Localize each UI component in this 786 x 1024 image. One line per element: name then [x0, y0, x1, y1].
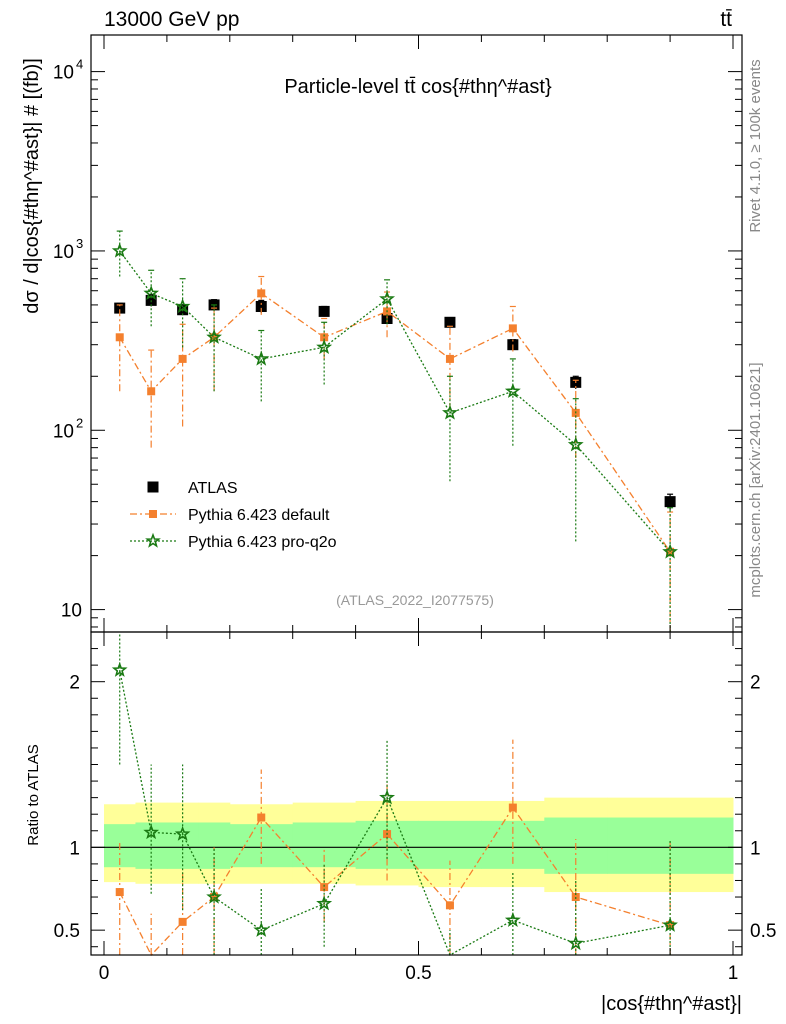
- ratio-tick-label-left: 0.5: [54, 921, 80, 942]
- data-point: [664, 496, 676, 508]
- ratio-point: [445, 901, 454, 910]
- data-point: [318, 305, 330, 317]
- data-point: [255, 300, 267, 312]
- source-label: mcplots.cern.ch [arXiv:2401.10621]: [747, 362, 764, 597]
- x-axis-title: |cos{#thη^#ast}|: [601, 993, 742, 1015]
- data-point: [253, 350, 270, 366]
- data-point: [504, 383, 521, 398]
- data-point: [174, 298, 191, 314]
- ratio-axis-title: Ratio to ATLAS: [25, 744, 42, 845]
- ratio-line: [119, 669, 671, 956]
- data-point: [444, 316, 456, 328]
- chart-title: Particle-level tt̄ cos{#thη^#ast}: [284, 76, 552, 98]
- y-axis-title: dσ / d|cos{#thη^#ast}| # [(fb)]: [21, 58, 43, 314]
- ratio-point: [316, 895, 333, 911]
- legend-label: Pythia 6.423 pro-q2o: [188, 534, 337, 551]
- legend-label: ATLAS: [188, 480, 238, 497]
- y-tick-label: 10: [53, 63, 74, 84]
- ratio-point: [504, 911, 521, 928]
- ratio-point: [143, 824, 160, 840]
- x-tick-label: 0.5: [405, 963, 431, 984]
- data-point: [320, 333, 329, 342]
- ratio-point: [320, 883, 329, 892]
- data-point: [178, 354, 187, 363]
- ratio-point: [115, 888, 124, 897]
- data-point: [111, 242, 128, 258]
- ratio-tick-label-left: 1: [69, 838, 80, 859]
- data-point: [257, 289, 266, 298]
- data-point: [114, 302, 126, 314]
- ratio-point: [253, 921, 270, 937]
- data-point: [445, 354, 454, 363]
- legend-label: Pythia 6.423 default: [188, 507, 330, 524]
- series-pythia-6-423-pro-q2o: [111, 230, 678, 632]
- data-point: [316, 338, 333, 355]
- ratio-tick-label-left: 2: [69, 673, 80, 694]
- legend-marker: [147, 481, 159, 493]
- ratio-panel-frame: [90, 631, 743, 956]
- ratio-point: [206, 888, 222, 904]
- legend-marker: [145, 532, 161, 548]
- legend-entry: Pythia 6.423 default: [130, 507, 330, 524]
- ratio-point: [257, 813, 266, 822]
- series-pythia-6-423-default: [115, 275, 675, 632]
- ratio-point: [508, 803, 517, 812]
- energy-label: 13000 GeV pp: [104, 8, 239, 31]
- legend-entry: ATLAS: [147, 480, 238, 497]
- ratio-point: [379, 789, 396, 805]
- y-tick-exponent: 4: [76, 57, 83, 72]
- data-point: [115, 333, 124, 342]
- y-tick-label: 10: [61, 601, 82, 622]
- ratio-point: [178, 917, 187, 926]
- ratio-series-pythia-6-423-pro-q2o: [111, 632, 678, 956]
- ratio-point: [174, 825, 191, 841]
- y-tick-label: 10: [53, 421, 74, 442]
- ratio-point: [567, 935, 584, 951]
- ratio-point: [111, 661, 128, 677]
- y-tick-exponent: 3: [76, 236, 83, 251]
- process-label: tt̄: [720, 8, 732, 31]
- y-tick-exponent: 2: [76, 415, 83, 430]
- data-point: [662, 543, 678, 559]
- legend-marker: [149, 510, 157, 518]
- data-point: [143, 285, 160, 301]
- analysis-id: (ATLAS_2022_I2077575): [336, 592, 494, 608]
- ratio-line: [119, 806, 671, 957]
- ratio-tick-label-right: 1: [750, 838, 761, 859]
- data-point: [442, 404, 458, 420]
- data-point: [508, 324, 517, 333]
- x-tick-label: 0: [99, 963, 110, 984]
- data-point: [147, 387, 156, 396]
- ratio-point: [662, 916, 678, 932]
- legend-entry: Pythia 6.423 pro-q2o: [130, 532, 337, 551]
- ratio-tick-label-right: 0.5: [750, 921, 776, 942]
- y-tick-label: 10: [53, 242, 74, 263]
- data-point: [206, 329, 222, 344]
- ratio-tick-label-right: 2: [750, 673, 761, 694]
- rivet-label: Rivet 4.1.0, ≥ 100k events: [747, 59, 764, 232]
- data-point: [379, 290, 396, 306]
- data-point: [567, 436, 584, 452]
- series-atlas: [114, 294, 676, 510]
- x-tick-label: 1: [728, 963, 739, 984]
